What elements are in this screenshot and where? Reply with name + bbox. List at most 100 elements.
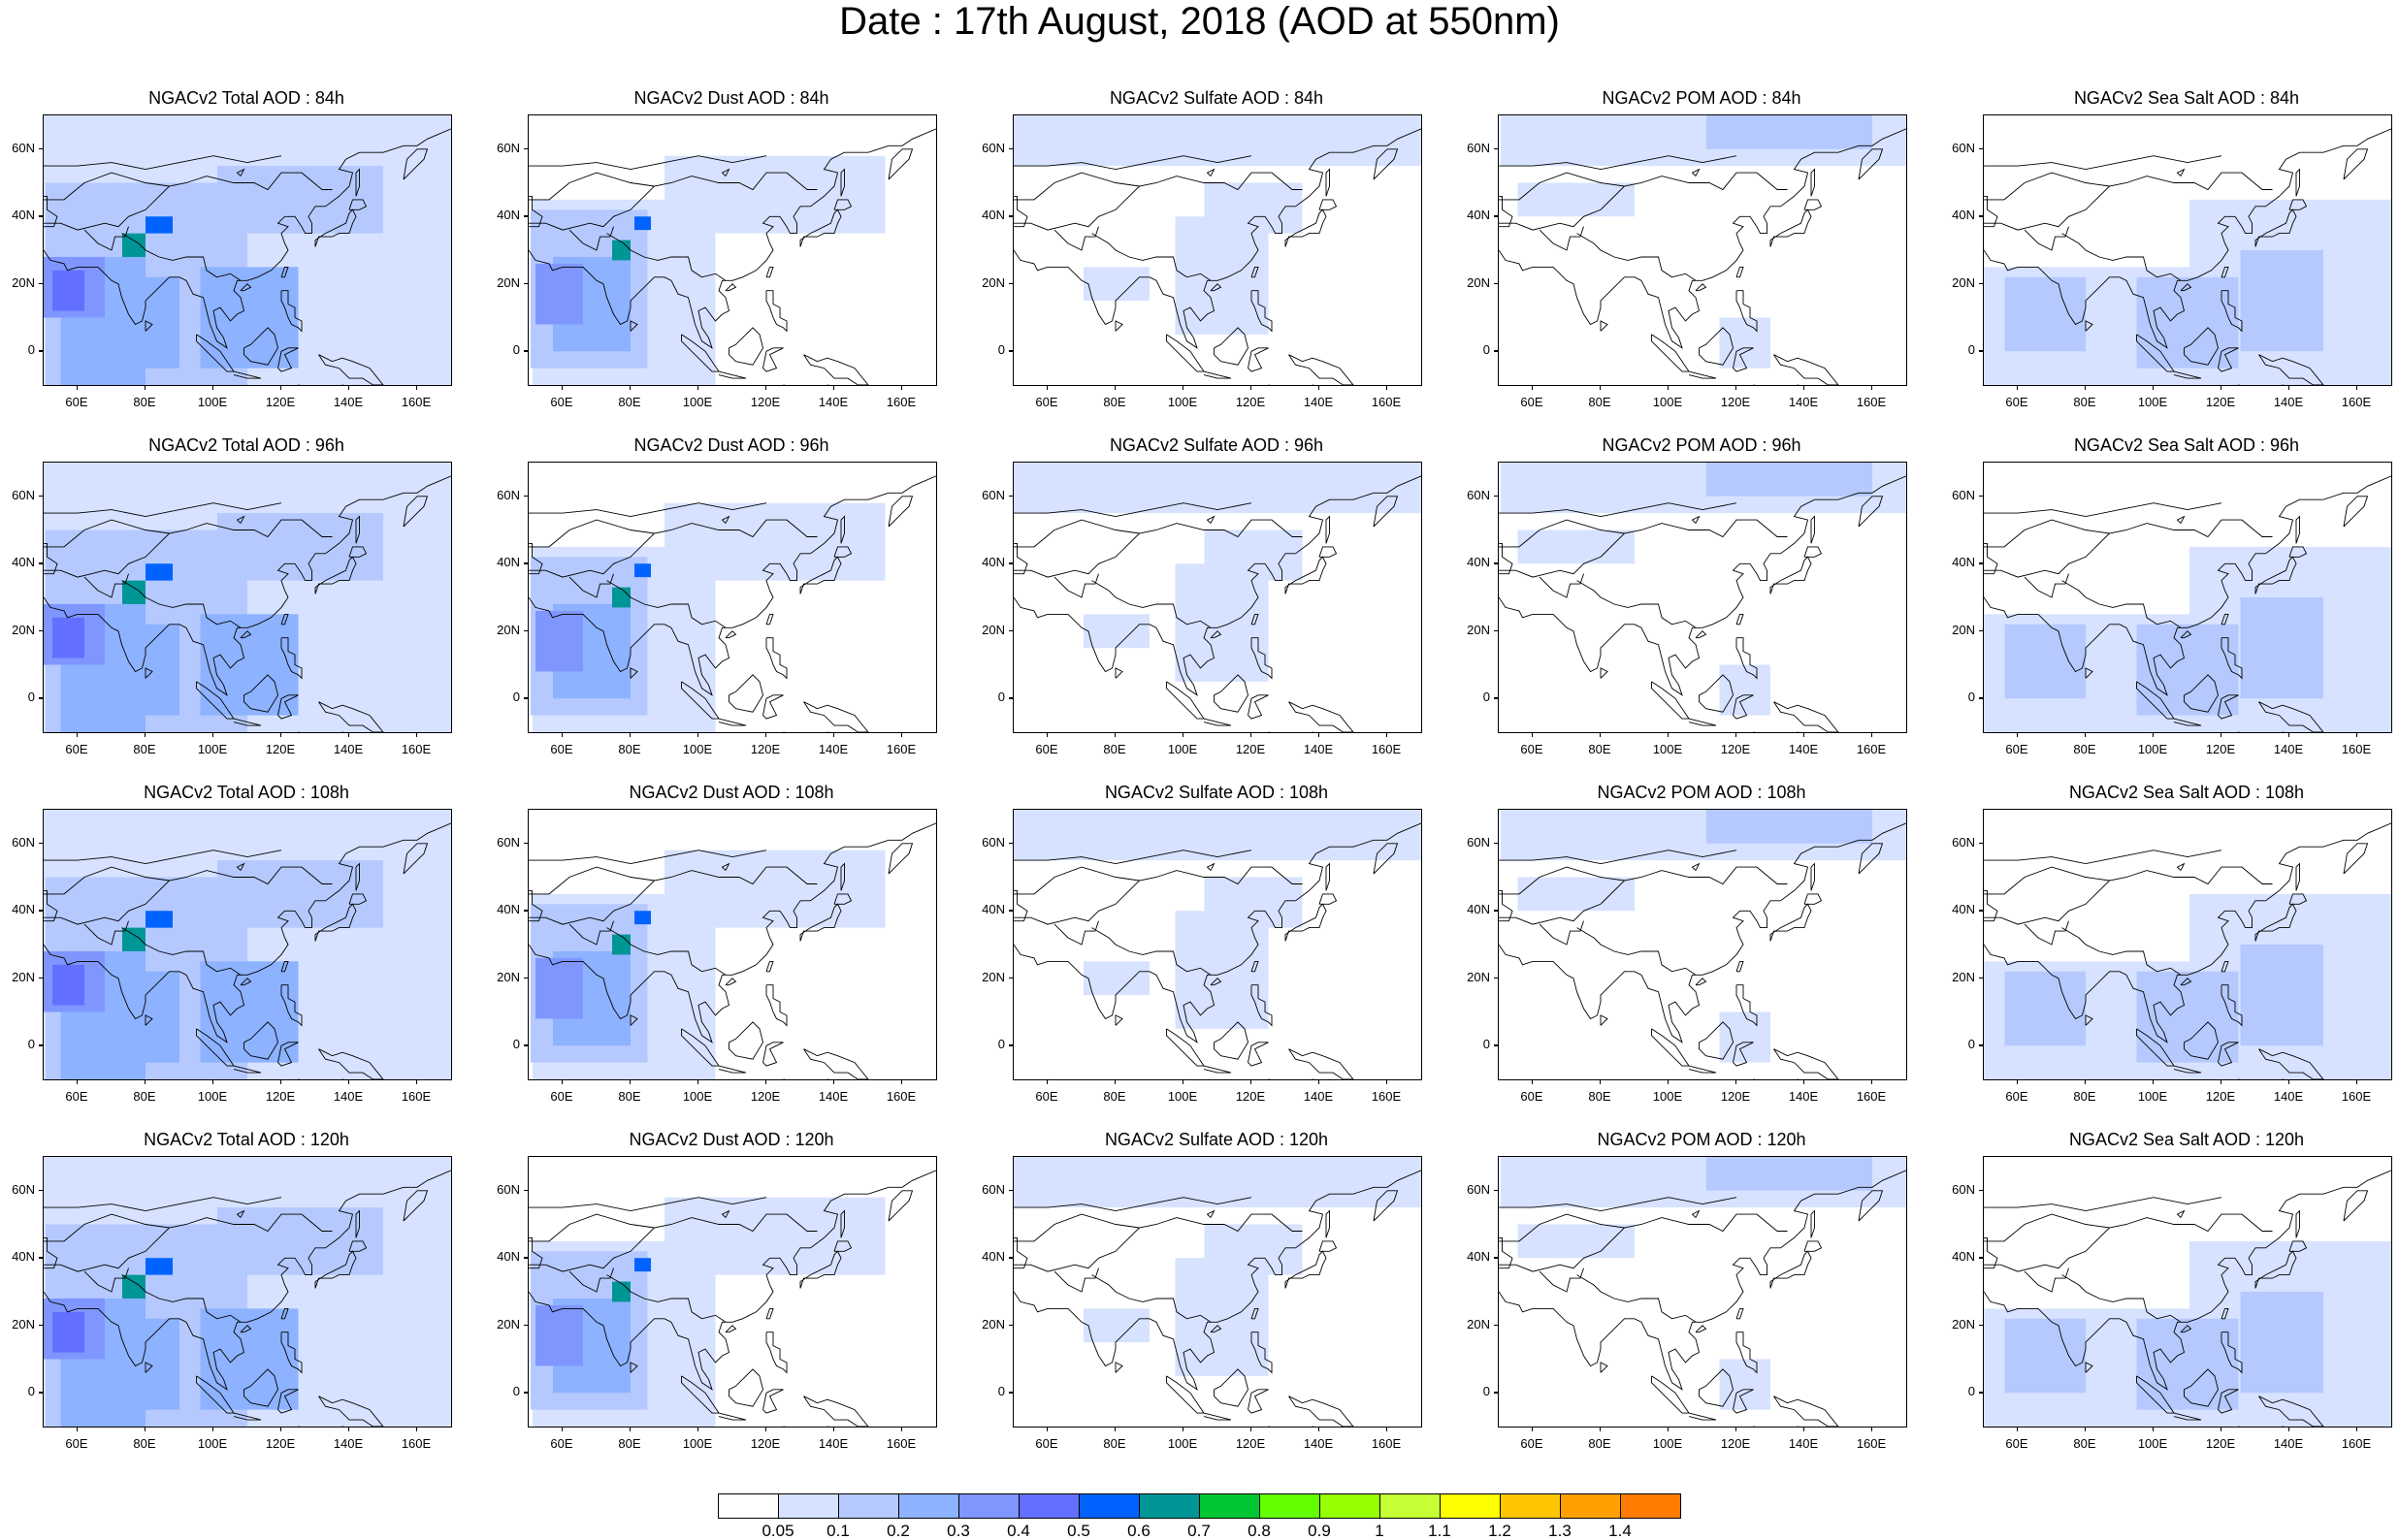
coastline xyxy=(314,556,357,594)
y-tick xyxy=(1979,1189,1984,1192)
x-tick xyxy=(348,1079,350,1084)
coastline xyxy=(888,1190,914,1222)
x-tick-label: 120E xyxy=(1720,395,1751,409)
coastline xyxy=(280,960,289,973)
aod-level-patch xyxy=(1706,463,1872,497)
coastline xyxy=(2288,546,2308,558)
y-tick-label: 40N xyxy=(982,902,1005,917)
x-tick-label: 60E xyxy=(1035,395,1058,409)
coastline xyxy=(1984,889,1998,922)
aod-level-patch xyxy=(1719,1011,1770,1063)
coastline xyxy=(2295,862,2300,891)
panel-title: NGACv2 Dust AOD : 108h xyxy=(629,783,834,802)
y-tick-label: 60N xyxy=(1952,487,1975,502)
y-tick-label: 20N xyxy=(1952,969,1975,984)
x-tick xyxy=(1600,732,1602,737)
aod-level-patch xyxy=(1014,115,1421,167)
map-panel-sulfate-120h: NGACv2 Sulfate AOD : 120h 60N 40N 20N 0 60E 80… xyxy=(970,1129,1450,1476)
aod-level-patch xyxy=(535,610,583,672)
coastline xyxy=(529,519,655,548)
coastline xyxy=(1248,1042,1269,1067)
x-tick-label: 60E xyxy=(550,395,573,409)
coastline xyxy=(1288,354,1354,385)
panel-title: NGACv2 Sea Salt AOD : 108h xyxy=(2068,783,2305,802)
coastline xyxy=(1210,630,1222,639)
x-tick xyxy=(1115,1427,1117,1431)
y-tick-label: 0 xyxy=(1967,690,1975,705)
coastline xyxy=(2218,694,2239,720)
coastline xyxy=(277,1042,299,1067)
aod-level-patch xyxy=(535,957,583,1019)
x-tick xyxy=(1386,1079,1388,1084)
y-tick-label: 20N xyxy=(497,622,520,637)
coastline xyxy=(1014,889,1028,922)
map-panel-seasalt-120h: NGACv2 Sea Salt AOD : 120h 60N 40N 20N 0 60E 8… xyxy=(1940,1129,2399,1476)
y-tick-label: 40N xyxy=(1952,208,1975,223)
y-tick xyxy=(39,1392,44,1394)
coastline xyxy=(568,573,614,598)
x-tick-label: 80E xyxy=(2073,1436,2096,1451)
coastline xyxy=(2295,168,2300,197)
x-tick xyxy=(348,732,350,737)
map-panel-pom-108h: NGACv2 POM AOD : 108h 60N 40N 20N 0 60E 80E 100… xyxy=(1455,782,1935,1129)
coastline xyxy=(1091,1274,1212,1323)
coastline xyxy=(1735,266,1744,278)
map-panel-sulfate-96h: NGACv2 Sulfate AOD : 96h 60N 40N 20N 0 60E 80E… xyxy=(970,434,1450,782)
y-tick-label: 0 xyxy=(997,690,1005,705)
coastline xyxy=(240,978,252,986)
x-tick xyxy=(280,1079,282,1084)
coastline xyxy=(1691,168,1701,176)
y-tick-label: 60N xyxy=(12,1181,35,1197)
x-tick xyxy=(2017,1079,2019,1084)
coastline xyxy=(2085,1362,2093,1373)
map-panel-total-84h: NGACv2 Total AOD : 84h 60N 40N 20N 0 60E 80E 10… xyxy=(0,87,480,434)
x-tick-label: 160E xyxy=(1856,1436,1887,1451)
x-tick xyxy=(1803,385,1805,390)
x-tick-label: 60E xyxy=(1520,395,1543,409)
coastline xyxy=(2085,1014,2093,1026)
colorbar-swatch xyxy=(1620,1493,1681,1519)
coastline xyxy=(1115,1014,1123,1026)
coastline xyxy=(1691,515,1701,524)
y-tick xyxy=(524,629,529,632)
coastline xyxy=(1499,475,1906,696)
y-tick-label: 60N xyxy=(982,834,1005,850)
colorbar-label: 1.1 xyxy=(1428,1522,1451,1540)
x-tick xyxy=(2017,385,2019,390)
y-tick-label: 40N xyxy=(497,208,520,223)
coastline xyxy=(1984,542,1998,575)
x-tick-label: 120E xyxy=(265,1436,296,1451)
x-tick-label: 160E xyxy=(1371,395,1402,409)
y-tick xyxy=(1494,282,1499,285)
coastline xyxy=(1691,862,1701,871)
aod-field xyxy=(529,822,936,1079)
coastline xyxy=(1499,1236,1513,1269)
coastline xyxy=(1773,354,1839,385)
coastline xyxy=(1499,1170,1906,1391)
coastline xyxy=(1166,1375,1205,1414)
x-tick xyxy=(1532,1079,1534,1084)
colorbar-swatch xyxy=(1379,1493,1440,1519)
coastline xyxy=(2136,681,2175,720)
aod-level-patch xyxy=(634,563,651,578)
x-tick xyxy=(833,1079,835,1084)
y-tick-label: 40N xyxy=(12,1249,35,1265)
y-tick xyxy=(1009,1044,1014,1046)
coastline xyxy=(355,862,360,891)
y-tick-label: 0 xyxy=(512,1384,520,1399)
x-tick xyxy=(765,1079,767,1084)
x-tick-label: 100E xyxy=(197,1436,228,1451)
y-tick xyxy=(1979,1324,1984,1327)
y-tick xyxy=(1494,350,1499,352)
coastline xyxy=(833,1240,853,1252)
y-tick-label: 20N xyxy=(982,274,1005,290)
colorbar-label: 0.5 xyxy=(1067,1522,1090,1540)
colorbar-label: 0.9 xyxy=(1308,1522,1331,1540)
aod-level-patch xyxy=(1706,810,1872,844)
x-tick-label: 100E xyxy=(1652,395,1683,409)
x-tick-label: 80E xyxy=(1588,395,1611,409)
x-tick-label: 60E xyxy=(65,1436,88,1451)
coastline xyxy=(243,1021,278,1060)
coastline xyxy=(1499,502,1737,518)
x-tick xyxy=(1668,732,1670,737)
